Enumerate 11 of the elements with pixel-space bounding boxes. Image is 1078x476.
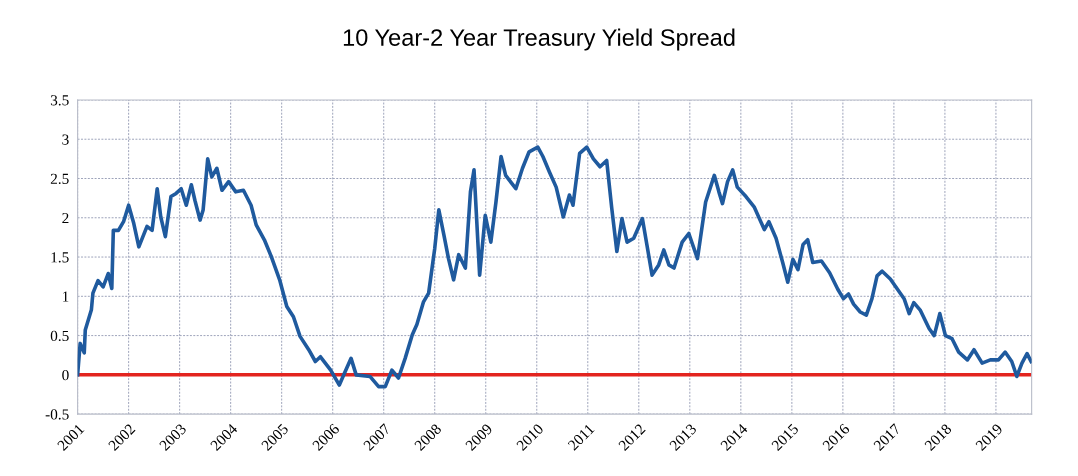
y-tick-label: 2.5 [50, 173, 69, 185]
y-tick-label: -0.5 [45, 409, 69, 420]
y-tick-label: 1 [62, 291, 69, 302]
y-tick-label: 1.5 [51, 252, 69, 263]
y-tick-label: 0 [62, 369, 69, 381]
y-tick-label: 2 [62, 212, 69, 224]
y-tick-label: 3.5 [50, 95, 69, 106]
line-series [77, 145, 1032, 389]
y-tick-label: 3 [62, 134, 69, 145]
chart-title: 10 Year-2 Year Treasury Yield Spread [343, 28, 735, 51]
y-tick-label: 0.5 [50, 330, 69, 342]
